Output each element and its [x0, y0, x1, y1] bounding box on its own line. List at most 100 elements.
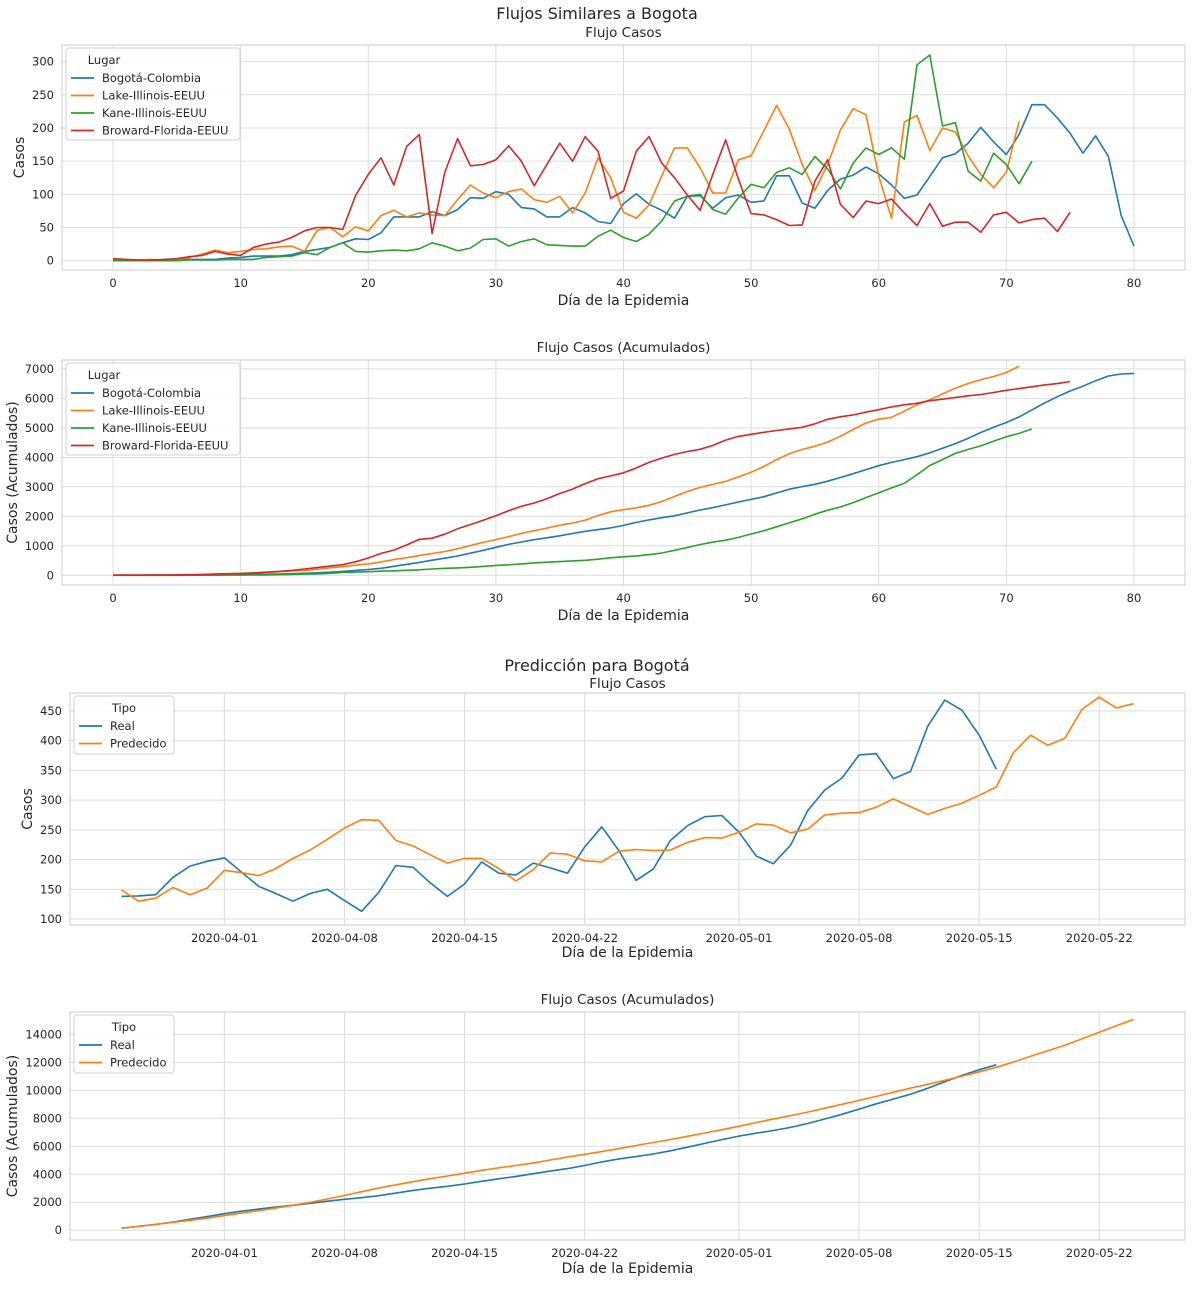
subplot-title: Flujo Casos [589, 676, 665, 692]
x-tick-label: 2020-04-22 [551, 931, 618, 945]
legend: Tipo Real Predecido [73, 1014, 175, 1074]
legend-entry: Predecido [110, 737, 167, 751]
x-tick-label: 20 [361, 591, 376, 605]
legend-entry: Real [110, 1038, 135, 1052]
axes-frame [69, 692, 1186, 926]
subplot-4: 2020-04-01 2020-04-08 2020-04-15 2020-04-22… [5, 992, 1186, 1277]
x-tick-label: 50 [744, 591, 759, 605]
y-tick-label: 400 [40, 734, 62, 748]
x-tick-label: 10 [233, 276, 248, 290]
y-tick-label: 150 [40, 882, 62, 896]
y-tick-label: 50 [39, 221, 54, 235]
y-tick-label: 300 [32, 55, 54, 69]
legend: Lugar Bogotá-Colombia Lake-Illinois-EEUU Ka… [65, 362, 241, 456]
y-tick-label: 250 [32, 88, 54, 102]
series-line-real [121, 699, 998, 913]
y-tick-label: 1000 [25, 539, 54, 553]
legend-box [73, 1014, 175, 1074]
y-tick-label: 6000 [25, 391, 54, 405]
legend-box [65, 47, 241, 141]
x-tick-label: 2020-04-01 [191, 1246, 258, 1260]
subplot-2: 0 10 20 30 40 50 60 70 80 0 1000 2000 3000 4000 5000 60… [5, 340, 1186, 624]
y-tick-label: 300 [40, 793, 62, 807]
y-tick-label: 250 [40, 823, 62, 837]
x-tick-label: 40 [616, 591, 631, 605]
axes-frame [61, 359, 1186, 586]
series-line-predecido [121, 1018, 1134, 1229]
y-tick-label: 8000 [33, 1111, 62, 1125]
series-line-lake-illinois-eeuu [112, 104, 1020, 261]
x-tick-label: 0 [109, 276, 116, 290]
legend-entry: Lake-Illinois-EEUU [102, 89, 205, 103]
series-line-real [121, 1064, 997, 1230]
x-tick-label: 30 [489, 591, 504, 605]
x-tick-label: 70 [999, 591, 1014, 605]
y-tick-label: 10000 [25, 1083, 62, 1097]
legend-entry: Bogotá-Colombia [102, 71, 201, 85]
subplot-title: Flujo Casos (Acumulados) [537, 340, 711, 356]
x-tick-label: 2020-05-08 [826, 931, 893, 945]
x-tick-label: 2020-05-22 [1066, 1246, 1133, 1260]
legend-box [73, 695, 175, 755]
y-tick-label: 12000 [25, 1055, 62, 1069]
axes-frame [69, 1011, 1186, 1241]
y-tick-label: 0 [55, 1223, 62, 1237]
x-tick-label: 60 [871, 591, 886, 605]
y-tick-label: 14000 [25, 1027, 62, 1041]
legend-title: Lugar [88, 53, 121, 67]
y-tick-label: 450 [40, 704, 62, 718]
y-axis-label: Casos (Acumulados) [5, 1055, 21, 1198]
x-axis-label: Día de la Epidemia [562, 945, 694, 961]
x-tick-label: 2020-04-08 [311, 931, 378, 945]
series-line-broward-florida-eeuu [112, 133, 1071, 261]
series-line-broward-florida-eeuu [112, 380, 1071, 576]
x-tick-label: 0 [109, 591, 116, 605]
series-line-lake-illinois-eeuu [113, 365, 1020, 577]
x-tick-label: 2020-04-15 [431, 931, 498, 945]
y-tick-label: 350 [40, 763, 62, 777]
series-line-kane-illinois-eeuu [113, 54, 1033, 262]
x-tick-label: 2020-04-15 [431, 1246, 498, 1260]
y-tick-label: 3000 [25, 480, 54, 494]
subplot-title: Flujo Casos (Acumulados) [541, 992, 715, 1008]
subplot-1: 0 10 20 30 40 50 60 70 80 0 50 100 150 200 250 300 Flujo… [12, 25, 1186, 309]
x-axis-label: Día de la Epidemia [558, 293, 690, 309]
x-tick-label: 40 [616, 276, 631, 290]
x-tick-label: 70 [999, 276, 1014, 290]
x-tick-label: 60 [871, 276, 886, 290]
legend-entry: Kane-Illinois-EEUU [102, 421, 207, 435]
y-tick-label: 6000 [33, 1139, 62, 1153]
x-tick-label: 50 [744, 276, 759, 290]
y-tick-label: 5000 [25, 421, 54, 435]
legend: Lugar Bogotá-Colombia Lake-Illinois-EEUU Ka… [65, 47, 241, 141]
x-tick-label: 30 [489, 276, 504, 290]
y-tick-label: 4000 [33, 1167, 62, 1181]
suptitle-prediction: Predicción para Bogotá [504, 656, 689, 675]
y-tick-label: 150 [32, 154, 54, 168]
legend-entry: Broward-Florida-EEUU [102, 124, 228, 138]
y-axis-label: Casos [20, 788, 36, 830]
series-group [112, 365, 1135, 577]
y-tick-label: 200 [32, 121, 54, 135]
series-group [121, 1018, 1134, 1230]
x-tick-label: 2020-05-15 [946, 931, 1013, 945]
y-tick-label: 7000 [25, 362, 54, 376]
subplot-3: 2020-04-01 2020-04-08 2020-04-15 2020-04-22… [20, 676, 1186, 961]
y-tick-label: 100 [32, 187, 54, 201]
suptitle-similar-flows: Flujos Similares a Bogota [496, 4, 698, 23]
legend-entry: Predecido [110, 1056, 167, 1070]
x-tick-label: 2020-04-01 [191, 931, 258, 945]
y-axis-label: Casos [12, 137, 28, 179]
series-group [121, 696, 1134, 913]
legend-title: Tipo [111, 701, 136, 715]
legend-entry: Broward-Florida-EEUU [102, 439, 228, 453]
series-line-kane-illinois-eeuu [113, 428, 1033, 577]
y-tick-label: 2000 [33, 1195, 62, 1209]
x-tick-label: 2020-04-08 [311, 1246, 378, 1260]
axes-frame [61, 44, 1186, 271]
y-tick-label: 0 [47, 254, 54, 268]
x-tick-label: 2020-04-22 [551, 1246, 618, 1260]
y-axis-label: Casos (Acumulados) [5, 401, 21, 544]
x-tick-label: 2020-05-01 [706, 931, 773, 945]
x-tick-label: 2020-05-15 [946, 1246, 1013, 1260]
